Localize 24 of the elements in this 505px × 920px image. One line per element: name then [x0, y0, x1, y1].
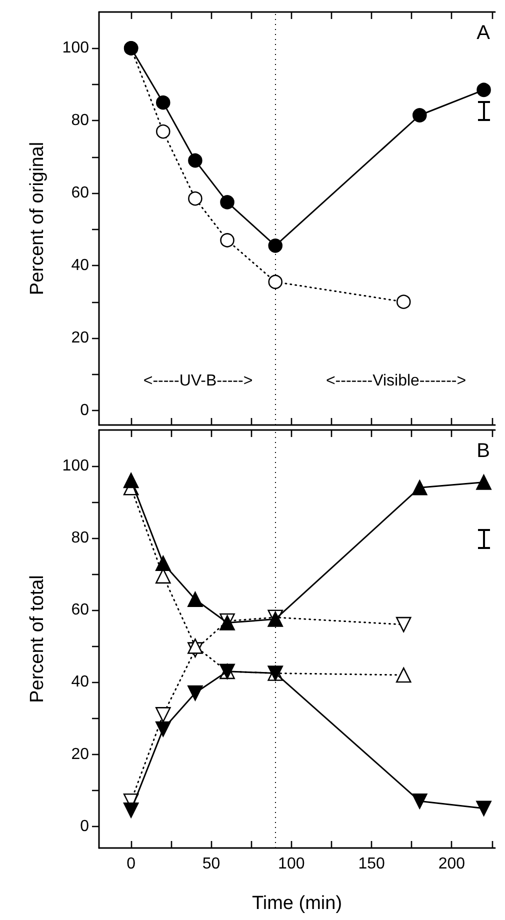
y-axis-title: Percent of original [27, 142, 48, 296]
text: B [476, 440, 490, 462]
x-tick-label: 100 [278, 856, 305, 872]
x-tick-label: 0 [126, 856, 136, 872]
x-tick-label: 150 [358, 856, 385, 872]
y-tick-label: 100 [62, 458, 90, 475]
annotation: <-------Visible-------> [326, 372, 466, 390]
y-tick-label: 80 [71, 530, 90, 547]
x-tick-label: 200 [438, 856, 466, 872]
y-tick-label: 60 [71, 602, 90, 619]
y-tick-label: 60 [71, 184, 90, 202]
y-tick-label: 40 [71, 674, 90, 691]
y-tick-label: 20 [71, 330, 90, 347]
y-tick-label: 0 [80, 818, 90, 835]
x-tick-label: 50 [202, 856, 220, 872]
y-axis-title: Percent of total [27, 575, 48, 703]
y-tick-label: 40 [71, 257, 90, 274]
y-tick-label: 80 [71, 112, 90, 130]
x-axis-title: Time (min) [252, 893, 342, 914]
y-tick-label: 0 [80, 402, 90, 420]
y-tick-label: 20 [71, 746, 90, 763]
annotation: <-----UV-B-----> [143, 372, 253, 390]
text: A [476, 22, 491, 44]
y-tick-label: 100 [62, 40, 90, 57]
